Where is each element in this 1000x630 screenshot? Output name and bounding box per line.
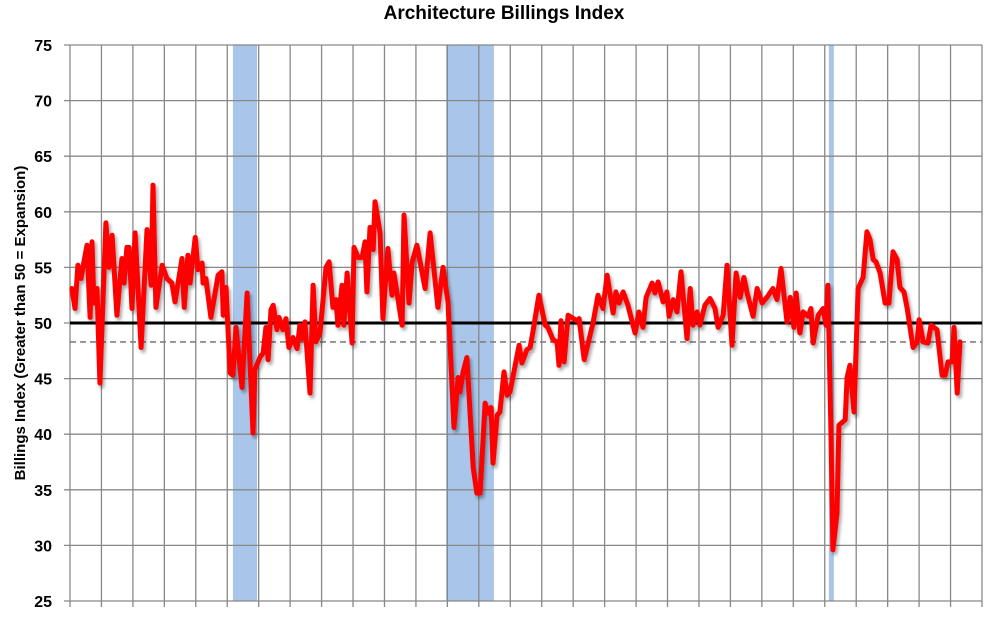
y-tick-label: 65 xyxy=(34,149,52,166)
y-axis-label: Billings Index (Greater than 50 = Expans… xyxy=(12,166,29,481)
y-tick-label: 50 xyxy=(34,316,52,333)
chart-title: Architecture Billings Index xyxy=(384,3,625,24)
gridlines xyxy=(64,44,983,607)
y-tick-label: 75 xyxy=(34,38,52,55)
y-tick-labels: 25 30 35 40 45 50 55 60 65 70 75 xyxy=(34,38,52,611)
y-tick-label: 25 xyxy=(34,594,52,611)
y-tick-label: 45 xyxy=(34,372,52,389)
y-tick-label: 55 xyxy=(34,260,52,277)
y-tick-label: 35 xyxy=(34,483,52,500)
y-tick-label: 70 xyxy=(34,94,52,111)
y-tick-label: 30 xyxy=(34,538,52,555)
reference-lines xyxy=(70,321,982,343)
series-layer xyxy=(69,182,963,553)
abi-series-line xyxy=(69,182,963,553)
y-tick-label: 40 xyxy=(34,427,52,444)
y-tick-label: 60 xyxy=(34,205,52,222)
